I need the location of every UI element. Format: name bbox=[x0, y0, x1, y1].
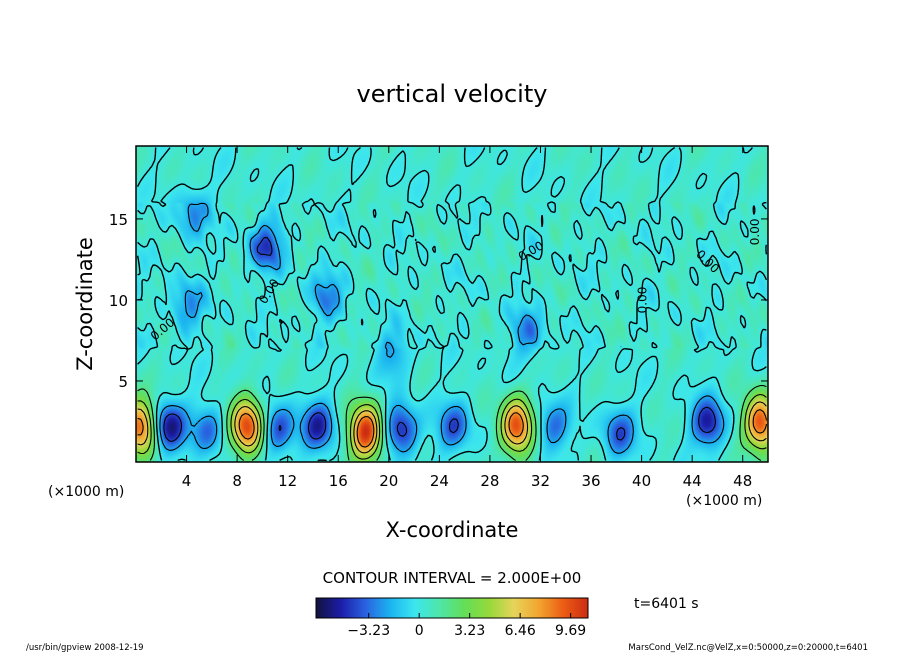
y-tick-label: 10 bbox=[109, 292, 128, 310]
y-tick-label: 5 bbox=[118, 373, 128, 391]
y-axis-ticks: 5 10 15 bbox=[109, 211, 768, 391]
x-tick-label: 44 bbox=[683, 472, 702, 490]
x-tick-label: 16 bbox=[329, 472, 348, 490]
x-tick-label: 12 bbox=[278, 472, 297, 490]
x-tick-label: 8 bbox=[232, 472, 242, 490]
footer-right: MarsCond_VelZ.nc@VelZ,x=0:50000,z=0:2000… bbox=[628, 643, 868, 653]
contour-line bbox=[137, 401, 767, 454]
contour-line bbox=[137, 393, 767, 460]
velocity-heatmap bbox=[136, 146, 768, 462]
colorbar-ramp bbox=[315, 597, 589, 619]
contour-line bbox=[137, 384, 767, 461]
contour-interval-text: CONTOUR INTERVAL = 2.000E+00 bbox=[323, 569, 582, 587]
x-tick-label: 28 bbox=[480, 472, 499, 490]
colorbar-tick-label: 6.46 bbox=[505, 623, 536, 639]
y-axis-label: Z-coordinate bbox=[73, 237, 97, 371]
x-tick-label: 40 bbox=[632, 472, 651, 490]
x-tick-label: 48 bbox=[733, 472, 752, 490]
x-tick-label: 4 bbox=[182, 472, 192, 490]
x-tick-label: 20 bbox=[379, 472, 398, 490]
contour-line bbox=[159, 202, 725, 454]
contour-value-label: 0.00 bbox=[636, 287, 650, 314]
colorbar-tick-label: −3.23 bbox=[347, 623, 390, 639]
plot-frame bbox=[135, 145, 769, 463]
contour-line bbox=[136, 147, 768, 462]
time-label: t=6401 s bbox=[634, 596, 699, 612]
x-tick-label: 36 bbox=[581, 472, 600, 490]
contour-line bbox=[137, 409, 767, 448]
colorbar-tick-label: 0 bbox=[415, 623, 424, 639]
x-tick-label: 32 bbox=[531, 472, 550, 490]
contour-value-label: 0.00 bbox=[748, 219, 762, 246]
x-unit-left: (×1000 m) bbox=[48, 484, 124, 500]
colorbar-ticks: −3.23 0 3.23 6.46 9.69 bbox=[347, 613, 586, 639]
x-axis-label: X-coordinate bbox=[386, 518, 519, 542]
x-unit-right: (×1000 m) bbox=[686, 493, 762, 509]
x-tick-label: 24 bbox=[430, 472, 449, 490]
plot-area: 0.000.000.000.000.000.00 bbox=[135, 145, 769, 463]
chart-title: vertical velocity bbox=[357, 80, 548, 108]
contour-lines bbox=[136, 147, 768, 462]
colorbar-tick-label: 3.23 bbox=[454, 623, 485, 639]
x-axis-ticks: 4 8 12 16 20 24 28 32 36 40 44 48 bbox=[182, 146, 752, 490]
colorbar: −3.23 0 3.23 6.46 9.69 bbox=[315, 597, 589, 639]
y-tick-label: 15 bbox=[109, 211, 128, 229]
colorbar-tick-label: 9.69 bbox=[555, 623, 586, 639]
contour-line bbox=[163, 237, 716, 442]
footer-left: /usr/bin/gpview 2008-12-19 bbox=[26, 643, 144, 653]
